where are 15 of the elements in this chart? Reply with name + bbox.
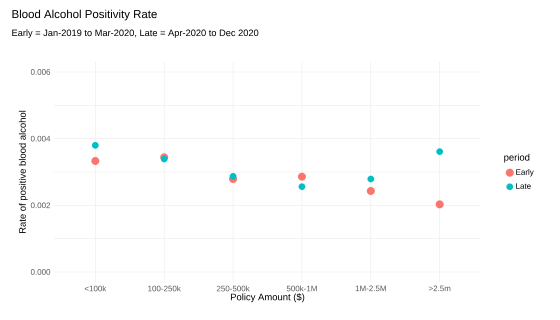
point — [298, 172, 306, 181]
legend-title: period — [504, 154, 530, 163]
point — [91, 156, 100, 166]
point — [366, 186, 375, 196]
point — [436, 200, 444, 208]
point — [436, 148, 444, 156]
point — [367, 176, 374, 182]
point — [230, 172, 236, 180]
point — [92, 142, 99, 149]
x-axis-title: Policy Amount ($) — [230, 293, 304, 302]
chart-title: Blood Alcohol Positivity Rate — [12, 10, 157, 20]
chart-subtitle: Early = Jan-2019 to Mar-2020, Late = Apr-2020 to Dec 2020 — [12, 29, 258, 38]
point — [298, 183, 306, 190]
y-axis-title: Rate of positive blood alcohol — [18, 110, 28, 234]
point — [160, 156, 168, 162]
